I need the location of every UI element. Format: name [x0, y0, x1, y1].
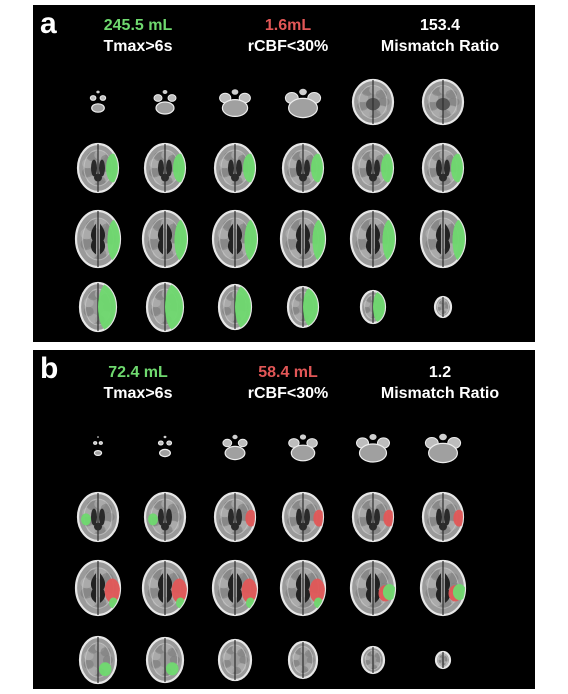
brain-slice [421, 142, 465, 194]
tmax-lesion [165, 283, 183, 331]
rcbf-lesion [241, 578, 257, 603]
panel-b: b 72.4 mL Tmax>6s 58.4 mL rCBF<30% 1.2 M… [33, 350, 535, 689]
rcbf-lesion [245, 509, 255, 527]
tmax-lesion [381, 153, 393, 183]
tmax-lesion [165, 662, 179, 676]
tmax-lesion [451, 153, 463, 183]
brain-slice [217, 283, 253, 331]
brain-slice [351, 78, 395, 126]
brain-slice [421, 78, 465, 126]
brain-slice [213, 142, 257, 194]
mismatch-ratio-value: 153.4 [419, 17, 461, 34]
brain-slice [279, 209, 327, 269]
tmax-lesion [98, 662, 112, 677]
rcbf-volume: 58.4 mL [258, 364, 318, 381]
panel-a: a 245.5 mL Tmax>6s 1.6mL rCBF<30% 153.4 … [33, 5, 535, 342]
brain-slice [419, 559, 467, 617]
brain-slice [213, 491, 257, 543]
brain-slice [211, 209, 259, 269]
brain-slice [93, 436, 103, 456]
brain-slice [145, 281, 185, 333]
brain-slice [141, 559, 189, 617]
brain-slice [286, 285, 320, 329]
brain-slice [219, 89, 251, 117]
brain-slice [349, 559, 397, 617]
rcbf-lesion [104, 578, 120, 603]
rcbf-lesion [171, 578, 187, 603]
tmax-lesion [106, 153, 118, 183]
brain-slice [359, 289, 387, 325]
brain-slice [281, 142, 325, 194]
rcbf-lesion [383, 509, 393, 527]
brain-slice [74, 559, 122, 617]
brain-slice [78, 635, 118, 685]
brain-slice [141, 209, 189, 269]
tmax-lesion [98, 283, 116, 331]
scan-grid-b [74, 433, 467, 685]
brain-slice [217, 638, 253, 682]
brain-slice [424, 433, 462, 464]
tmax-volume: 245.5 mL [103, 17, 173, 34]
panel-letter: b [40, 352, 59, 385]
brain-slice [89, 90, 107, 113]
tmax-lesion [235, 285, 251, 329]
rcbf-label: rCBF<30% [247, 385, 329, 402]
rcbf-volume: 1.6mL [264, 17, 312, 34]
brain-slice [76, 142, 120, 194]
tmax-header: 72.4 mL Tmax>6s [63, 363, 213, 403]
brain-slice [288, 434, 318, 462]
tmax-lesion [81, 513, 91, 526]
rcbf-lesion [453, 509, 463, 527]
brain-slice [351, 142, 395, 194]
brain-slice [281, 491, 325, 543]
tmax-header: 245.5 mL Tmax>6s [63, 16, 213, 56]
tmax-volume: 72.4 mL [108, 364, 168, 381]
brain-slice [145, 636, 185, 684]
brain-slice [360, 645, 386, 675]
brain-slice [211, 559, 259, 617]
brain-slice [419, 209, 467, 269]
tmax-lesion [243, 153, 255, 183]
brain-slice [222, 434, 248, 461]
brain-slice [74, 209, 122, 269]
mismatch-ratio-label: Mismatch Ratio [380, 38, 500, 55]
brain-slice [434, 650, 452, 670]
tmax-lesion [452, 583, 465, 601]
rcbf-header: 1.6mL rCBF<30% [213, 16, 363, 56]
scan-grid-a [74, 78, 467, 333]
tmax-lesion [373, 291, 385, 323]
brain-slice [351, 491, 395, 543]
tmax-label: Tmax>6s [103, 385, 173, 402]
brain-slice [349, 209, 397, 269]
tmax-lesion [303, 287, 318, 327]
mismatch-header: 1.2 Mismatch Ratio [355, 363, 525, 403]
rcbf-header: 58.4 mL rCBF<30% [213, 363, 363, 403]
rcbf-label: rCBF<30% [247, 38, 329, 55]
panel-letter: a [40, 7, 57, 40]
mismatch-ratio-label: Mismatch Ratio [380, 385, 500, 402]
tmax-label: Tmax>6s [103, 38, 173, 55]
brain-slice [76, 491, 120, 543]
brain-slice [421, 491, 465, 543]
brain-slice [287, 640, 319, 680]
rcbf-lesion [313, 509, 323, 527]
tmax-lesion [311, 153, 323, 183]
brain-slice [157, 435, 173, 458]
brain-slice [143, 142, 187, 194]
brain-slice [143, 491, 187, 543]
brain-slice [153, 90, 177, 115]
tmax-lesion [382, 583, 395, 601]
mismatch-header: 153.4 Mismatch Ratio [355, 16, 525, 56]
brain-slice [284, 88, 322, 119]
tmax-lesion [173, 153, 185, 183]
rcbf-lesion [309, 578, 325, 603]
brain-slice [78, 281, 118, 333]
tmax-lesion [148, 513, 158, 526]
brain-slice [356, 434, 390, 463]
brain-slice [279, 559, 327, 617]
brain-slice [433, 295, 453, 319]
mismatch-ratio-value: 1.2 [428, 364, 452, 381]
